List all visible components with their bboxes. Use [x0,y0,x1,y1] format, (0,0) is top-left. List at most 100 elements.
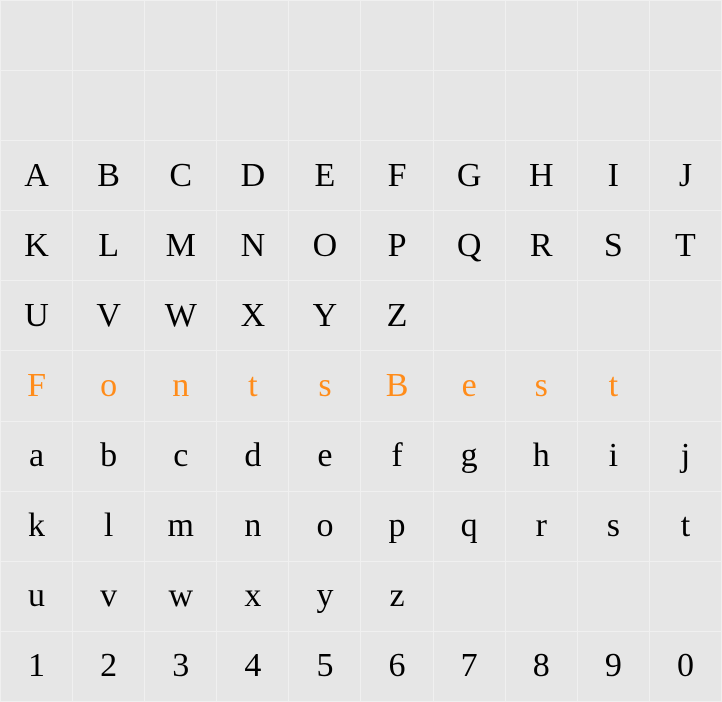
glyph-cell: d [217,422,288,491]
glyph-cell: N [217,211,288,280]
glyph-cell: P [361,211,432,280]
glyph-cell [506,281,577,350]
glyph-cell [650,351,721,420]
glyph-cell: u [1,562,72,631]
glyph-cell: y [289,562,360,631]
glyph-cell: G [434,141,505,210]
glyph-cell: 2 [73,632,144,701]
glyph-cell: 6 [361,632,432,701]
glyph-cell: M [145,211,216,280]
glyph-cell: e [289,422,360,491]
glyph-cell: Z [361,281,432,350]
glyph-cell [506,562,577,631]
glyph-cell: Y [289,281,360,350]
glyph-cell: f [361,422,432,491]
glyph-cell [73,1,144,70]
glyph-cell: I [578,141,649,210]
glyph-cell: o [73,351,144,420]
glyph-cell: g [434,422,505,491]
glyph-cell: F [361,141,432,210]
glyph-cell: c [145,422,216,491]
glyph-cell [650,281,721,350]
glyph-cell [73,71,144,140]
glyph-cell: t [650,492,721,561]
glyph-cell [578,281,649,350]
glyph-cell: J [650,141,721,210]
glyph-cell: n [145,351,216,420]
glyph-cell: 0 [650,632,721,701]
glyph-cell: U [1,281,72,350]
glyph-cell: C [145,141,216,210]
glyph-cell: s [506,351,577,420]
glyph-cell: k [1,492,72,561]
glyph-cell [650,562,721,631]
glyph-cell: O [289,211,360,280]
glyph-cell: A [1,141,72,210]
glyph-cell: D [217,141,288,210]
glyph-cell: o [289,492,360,561]
glyph-cell: x [217,562,288,631]
glyph-cell: j [650,422,721,491]
glyph-cell: s [289,351,360,420]
glyph-cell: i [578,422,649,491]
glyph-cell [145,71,216,140]
glyph-cell [1,1,72,70]
glyph-cell: 7 [434,632,505,701]
glyph-cell: 4 [217,632,288,701]
glyph-cell: W [145,281,216,350]
glyph-cell [434,71,505,140]
glyph-cell: K [1,211,72,280]
glyph-cell [578,71,649,140]
glyph-cell: s [578,492,649,561]
glyph-cell: p [361,492,432,561]
glyph-cell: l [73,492,144,561]
glyph-cell: z [361,562,432,631]
glyph-cell: w [145,562,216,631]
glyph-cell: S [578,211,649,280]
glyph-cell [650,1,721,70]
glyph-cell: B [361,351,432,420]
glyph-cell [506,1,577,70]
glyph-cell: 5 [289,632,360,701]
glyph-cell: e [434,351,505,420]
glyph-cell [361,1,432,70]
glyph-cell [1,71,72,140]
glyph-cell: X [217,281,288,350]
glyph-cell: 9 [578,632,649,701]
glyph-cell: 8 [506,632,577,701]
character-grid: ABCDEFGHIJKLMNOPQRSTUVWXYZFontsBestabcde… [0,0,722,702]
glyph-cell: F [1,351,72,420]
glyph-cell: t [578,351,649,420]
glyph-cell [434,281,505,350]
glyph-cell: r [506,492,577,561]
glyph-cell [361,71,432,140]
glyph-cell [650,71,721,140]
glyph-cell: R [506,211,577,280]
glyph-cell: q [434,492,505,561]
glyph-cell: t [217,351,288,420]
glyph-cell: T [650,211,721,280]
glyph-cell: Q [434,211,505,280]
glyph-cell: 1 [1,632,72,701]
glyph-cell [578,562,649,631]
glyph-cell: L [73,211,144,280]
glyph-cell [434,1,505,70]
glyph-cell: E [289,141,360,210]
glyph-cell: h [506,422,577,491]
glyph-cell: a [1,422,72,491]
glyph-cell: b [73,422,144,491]
glyph-cell [289,71,360,140]
glyph-cell: 3 [145,632,216,701]
glyph-cell: B [73,141,144,210]
glyph-cell: H [506,141,577,210]
glyph-cell [217,1,288,70]
glyph-cell [289,1,360,70]
glyph-cell [506,71,577,140]
glyph-cell [434,562,505,631]
glyph-cell [578,1,649,70]
glyph-cell: m [145,492,216,561]
glyph-cell: n [217,492,288,561]
glyph-cell [145,1,216,70]
glyph-cell: V [73,281,144,350]
glyph-cell: v [73,562,144,631]
